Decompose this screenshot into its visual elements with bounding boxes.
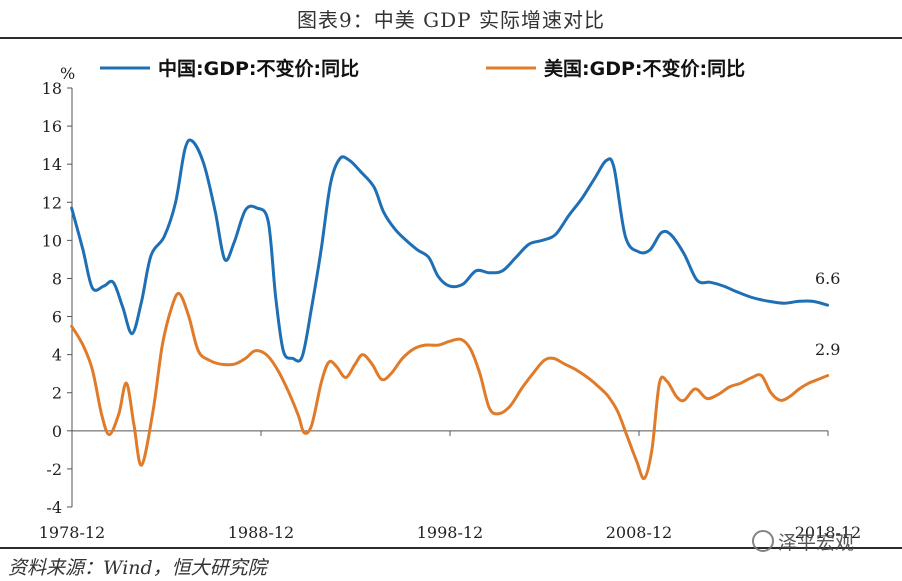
y-tick-label: 10 xyxy=(42,231,62,250)
y-tick-label: 18 xyxy=(42,79,62,98)
source-note: 资料来源：Wind，恒大研究院 xyxy=(8,557,267,579)
x-tick-label: 1978-12 xyxy=(39,523,105,542)
y-tick-label: 16 xyxy=(42,117,62,136)
y-tick-label: 8 xyxy=(52,269,62,288)
y-tick-label: 2 xyxy=(52,384,62,403)
series-layer xyxy=(70,138,830,480)
y-tick-label: 14 xyxy=(42,155,62,174)
usa-gdp-line xyxy=(70,291,830,480)
china-end-label: 6.6 xyxy=(815,269,840,288)
y-tick-label: 12 xyxy=(42,193,62,212)
y-tick-label: -2 xyxy=(46,460,62,479)
top-rule xyxy=(0,37,902,39)
x-tick-label: 2008-12 xyxy=(606,523,672,542)
legend: 中国:GDP:不变价:同比 美国:GDP:不变价:同比 xyxy=(100,57,745,80)
china-gdp-line xyxy=(70,138,830,363)
chart-title: 图表9：中美 GDP 实际增速对比 xyxy=(297,8,605,32)
y-axis-unit: % xyxy=(60,64,75,83)
y-tick-label: -4 xyxy=(46,498,62,517)
y-tick-label: 6 xyxy=(52,308,62,327)
legend-label-china: 中国:GDP:不变价:同比 xyxy=(158,57,359,80)
x-axis: 1978-12 1988-12 1998-12 2008-12 2018-12 xyxy=(39,430,861,542)
y-axis: 18 16 14 12 10 8 6 4 2 0 -2 -4 xyxy=(42,79,73,517)
bottom-rule xyxy=(0,547,902,549)
x-tick-label: 1988-12 xyxy=(228,523,294,542)
watermark-label: 泽平宏观 xyxy=(778,532,855,554)
usa-end-label: 2.9 xyxy=(815,340,840,359)
x-tick-label: 2018-12 xyxy=(795,523,861,542)
x-tick-label: 1998-12 xyxy=(417,523,483,542)
wechat-icon xyxy=(752,530,774,552)
y-tick-label: 4 xyxy=(52,346,62,365)
legend-label-usa: 美国:GDP:不变价:同比 xyxy=(544,57,745,80)
watermark: 泽平宏观 xyxy=(752,528,854,555)
y-tick-label: 0 xyxy=(52,422,62,441)
